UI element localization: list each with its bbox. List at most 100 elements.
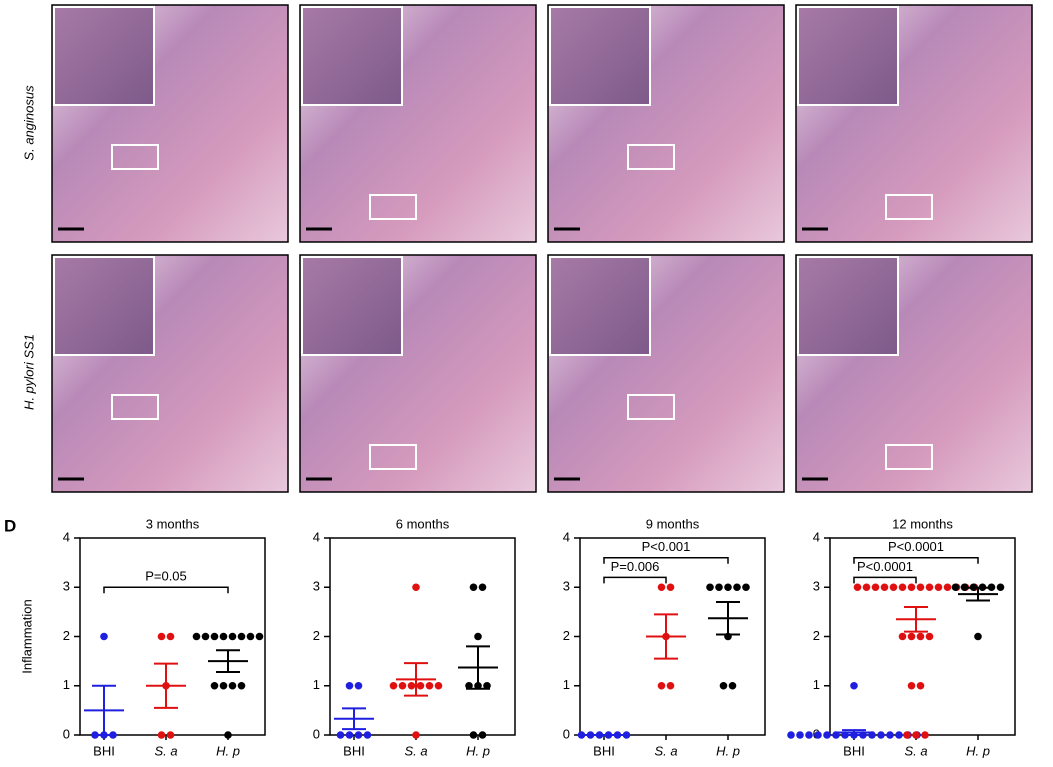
x-tick-label: S. a [154, 743, 177, 758]
data-point [657, 681, 666, 690]
data-point [666, 681, 675, 690]
data-point [916, 583, 925, 592]
y-tick-label: 4 [813, 529, 820, 544]
data-point [916, 681, 925, 690]
x-tick-label: H. p [216, 743, 240, 758]
chart-title: 6 months [396, 516, 450, 531]
data-point [354, 731, 363, 739]
y-tick-label: 2 [63, 628, 70, 643]
inset-image [53, 256, 155, 356]
inset-box [369, 194, 417, 220]
data-point [715, 583, 723, 592]
data-point [100, 632, 108, 641]
data-point [224, 731, 232, 739]
y-tick-label: 2 [813, 628, 820, 643]
inset-image [53, 6, 155, 106]
data-point [210, 632, 219, 641]
data-point [898, 632, 907, 641]
data-point [478, 583, 487, 592]
significance-label: P<0.0001 [857, 559, 913, 574]
data-point [577, 731, 586, 739]
data-point [742, 583, 750, 592]
plot-frame [329, 537, 516, 736]
x-tick-label: S. a [404, 743, 427, 758]
significance-bracket [103, 586, 229, 594]
data-point [862, 583, 871, 592]
y-axis-label: Inflammation [19, 599, 34, 673]
x-tick-label: BHI [843, 743, 865, 758]
data-point [363, 731, 372, 739]
data-point [907, 681, 916, 690]
data-point [219, 632, 228, 641]
chart-title: 9 months [646, 516, 700, 531]
data-point [412, 731, 420, 739]
y-tick-label: 2 [313, 628, 320, 643]
data-point [886, 731, 894, 739]
data-point [483, 681, 491, 690]
data-point [345, 681, 354, 690]
data-point [398, 681, 407, 690]
y-tick-label: 4 [563, 529, 570, 544]
data-point [469, 731, 478, 739]
data-point [898, 583, 907, 592]
data-point [246, 632, 255, 641]
data-point [724, 583, 732, 592]
histology-grid [51, 4, 1033, 493]
x-tick-label: H. p [966, 743, 990, 758]
data-point [823, 731, 831, 739]
data-point [728, 681, 737, 690]
data-point [907, 583, 916, 592]
data-point [228, 632, 237, 641]
data-point [210, 681, 219, 690]
inset-box [111, 144, 159, 170]
data-point [951, 583, 960, 592]
data-point [850, 681, 858, 690]
data-point [943, 583, 952, 592]
data-point [796, 731, 804, 739]
y-tick-label: 4 [63, 529, 70, 544]
y-tick-label: 0 [563, 726, 570, 741]
data-point [996, 583, 1005, 592]
data-point [787, 731, 795, 739]
data-point [987, 583, 996, 592]
data-point [219, 681, 228, 690]
data-point [157, 731, 166, 739]
data-point [469, 583, 478, 592]
data-point [974, 632, 982, 641]
chart-title: 12 months [892, 516, 953, 531]
x-tick-label: BHI [593, 743, 615, 758]
inset-box [627, 144, 675, 170]
data-point [166, 632, 175, 641]
chart-title: 3 months [146, 516, 200, 531]
y-tick-label: 1 [63, 677, 70, 692]
significance-label: P=0.05 [145, 569, 187, 584]
inset-box [885, 444, 933, 470]
y-tick-label: 3 [313, 579, 320, 594]
data-point [889, 583, 898, 592]
data-point [474, 632, 482, 641]
row-label: S. anginosus [21, 85, 36, 161]
significance-bracket [853, 576, 917, 584]
data-point [425, 681, 434, 690]
x-tick-label: BHI [343, 743, 365, 758]
panel-label: D [4, 516, 16, 535]
data-point [201, 632, 210, 641]
inset-box [627, 394, 675, 420]
y-tick-label: 1 [813, 677, 820, 692]
significance-label: P<0.0001 [888, 539, 944, 554]
data-point [925, 632, 934, 641]
significance-label: P=0.006 [611, 559, 660, 574]
data-point [895, 731, 903, 739]
y-tick-label: 0 [313, 726, 320, 741]
y-tick-label: 3 [63, 579, 70, 594]
inset-image [549, 6, 651, 106]
data-point [733, 583, 741, 592]
data-point [228, 681, 237, 690]
significance-label: P<0.001 [642, 539, 691, 554]
inset-image [797, 6, 899, 106]
significance-bracket [853, 556, 979, 564]
data-point [166, 731, 175, 739]
inset-image [301, 256, 403, 356]
y-tick-label: 3 [563, 579, 570, 594]
data-point [853, 583, 862, 592]
